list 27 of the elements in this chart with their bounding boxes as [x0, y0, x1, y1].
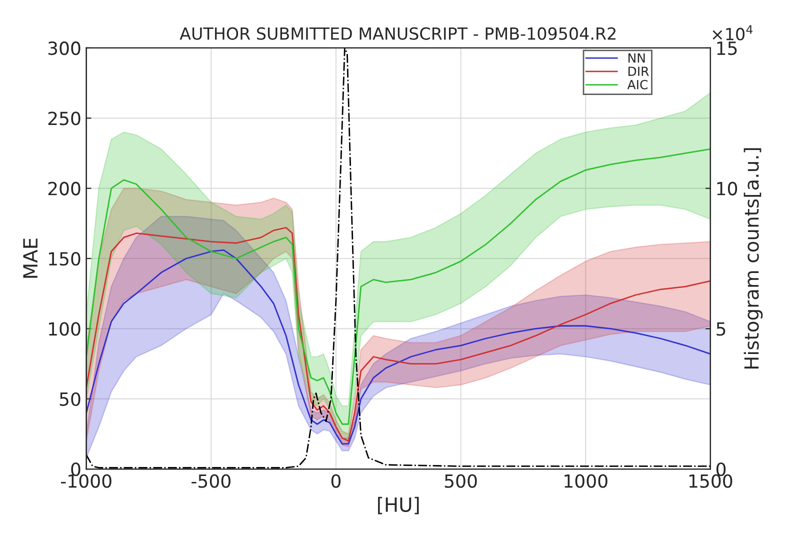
legend-label: DIR	[628, 66, 649, 76]
line-series	[86, 148, 710, 425]
legend-label: AIC	[627, 80, 648, 90]
x-tick-label: -1000	[61, 474, 112, 488]
y2-tick-label: 15	[717, 42, 737, 56]
y-tick-label: 100	[49, 322, 80, 336]
y-tick-label: 150	[49, 252, 80, 266]
legend-label: NN	[628, 53, 645, 62]
y2-tick-label: 5	[716, 322, 726, 336]
x-tick-label: 1500	[689, 474, 732, 488]
x-tick-label: 1000	[564, 474, 608, 488]
y-tick-label: 300	[48, 41, 80, 56]
y-tick-label: 250	[48, 112, 80, 126]
y2-axis-title: Histogram counts[a.u.]	[744, 148, 763, 368]
y-tick-label: 0	[71, 462, 80, 476]
y-tick-label: 50	[60, 392, 80, 406]
x-axis-title: [HU]	[378, 496, 419, 514]
y2-tick-label: 10	[717, 182, 738, 196]
y2-tick-label: 0	[716, 462, 726, 476]
x-tick-label: -500	[192, 474, 230, 488]
text: ×10$^{4}$	[712, 25, 753, 40]
line-series	[86, 48, 710, 468]
y-tick-label: 200	[48, 182, 80, 196]
chart-title: AUTHOR SUBMITTED MANUSCRIPT - PMB-109504.R2	[180, 27, 616, 40]
y-axis-title: MAE	[23, 238, 38, 278]
x-tick-label: 0	[331, 474, 341, 488]
x-tick-label: 500	[444, 474, 477, 488]
